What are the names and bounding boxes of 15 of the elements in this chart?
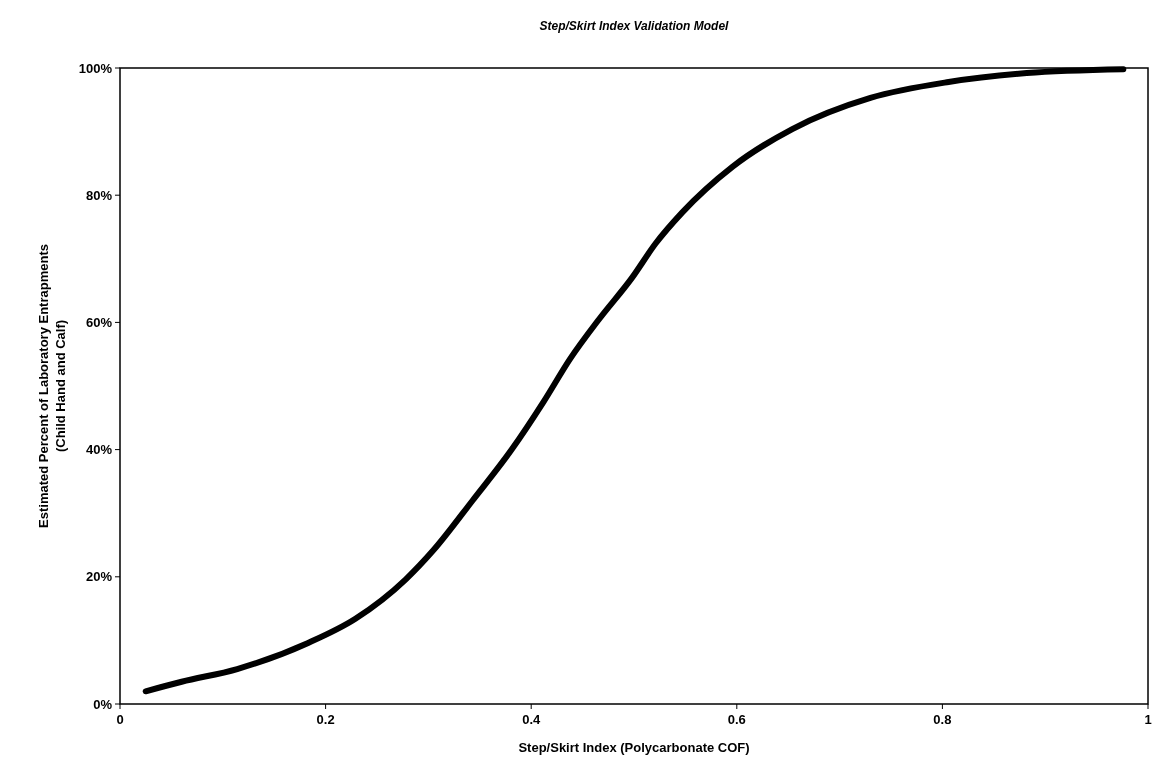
- x-tick-label: 0.4: [522, 712, 541, 727]
- x-tick-label: 0.2: [316, 712, 335, 727]
- x-tick-label: 0.8: [933, 712, 952, 727]
- y-tick-label: 60%: [85, 314, 113, 330]
- y-tick-label: 100%: [78, 60, 113, 76]
- x-axis-title: Step/Skirt Index (Polycarbonate COF): [518, 740, 750, 755]
- y-tick-label: 80%: [85, 187, 113, 203]
- x-tick-label: 1: [1144, 712, 1152, 727]
- y-axis-title: Estimated Percent of Laboratory Entrapments (Child Hand and Calf): [36, 244, 68, 528]
- y-tick-label: 0%: [93, 696, 113, 712]
- y-tick-label: 20%: [85, 569, 113, 585]
- y-tick-label: 40%: [85, 442, 113, 458]
- x-tick-label: 0.6: [727, 712, 746, 727]
- chart-title: Step/Skirt Index Validation Model: [539, 19, 730, 33]
- x-tick-label: 0: [116, 712, 124, 727]
